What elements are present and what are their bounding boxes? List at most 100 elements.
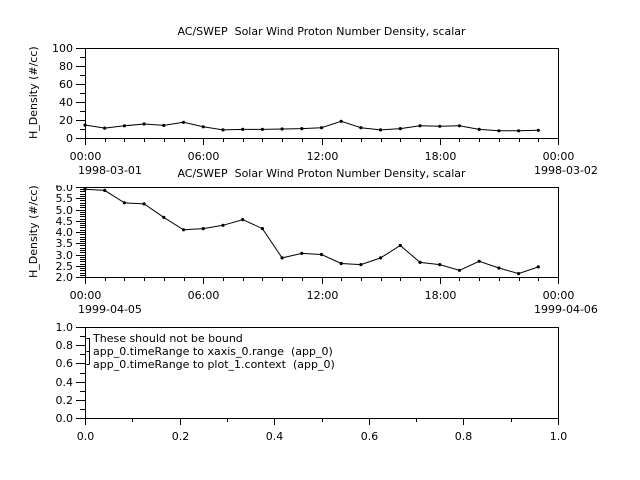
y-tick-label: 2.5 [56,260,74,273]
plot-2-canvas[interactable]: 0.0 0.2 0.4 0.6 0.8 1.0 0.0 0.2 0.4 0.6 0.8 1.0 [0,320,640,480]
y-tick-label: 5.5 [56,192,74,205]
data-point [221,128,225,132]
x-tick-label: 12:00 [307,289,339,302]
plot-0-title: AC/SWEP Solar Wind Proton Number Density… [177,25,466,38]
y-tick-label: 20 [59,114,73,127]
data-point [438,263,442,267]
data-point [300,251,304,255]
y-tick-label: 40 [59,96,73,109]
x-tick-label: 06:00 [188,289,220,302]
data-point [221,223,225,227]
data-point [181,120,186,124]
y-tick-label: 0.6 [56,357,74,370]
y-tick-label: 2.0 [56,271,74,284]
data-point [379,128,383,132]
data-point [201,125,205,129]
x-tick-label: 18:00 [425,289,457,302]
y-tick-label: 80 [59,60,73,73]
y-tick-label: 0.4 [56,376,74,389]
data-point [359,263,363,267]
data-point [142,202,146,206]
end-date-label: 1998-03-02 [534,164,598,177]
data-point [162,123,166,127]
data-point [162,215,166,219]
x-tick-label: 00:00 [70,150,102,163]
x-tick-label: 0.4 [266,430,284,443]
x-tick-label: 06:00 [188,150,220,163]
x-tick-label: 1.0 [550,430,568,443]
binding-annotation: These should not be bound app_0.timeRange… [93,332,335,371]
data-point [477,127,481,131]
data-point [300,127,304,131]
data-point [438,124,442,128]
data-point [379,256,383,260]
data-point [201,227,205,231]
x-tick-label: 0.6 [361,430,379,443]
data-point [536,128,540,132]
start-date-label: 1998-03-01 [78,164,142,177]
data-point [83,187,87,191]
data-point [398,127,402,131]
data-point [457,268,462,272]
x-tick-label: 0.8 [455,430,473,443]
x-tick-label: 12:00 [307,150,339,163]
y-tick-label: 6.0 [56,185,74,194]
data-point [418,124,422,128]
x-tick-label: 00:00 [70,289,102,302]
x-tick-label: 0.2 [172,430,190,443]
y-tick-label: 0 [66,132,73,145]
data-point [477,259,481,263]
y-tick-label: 100 [52,42,73,55]
end-date-label: 1999-04-06 [534,303,598,316]
data-point [241,218,245,222]
data-point [142,122,146,126]
data-point [339,119,343,123]
y-tick-label: 3.0 [56,249,74,262]
data-line [84,188,539,275]
x-tick-label: 18:00 [425,150,457,163]
x-tick-label: 0.0 [77,430,95,443]
data-line [84,120,539,132]
data-point [418,260,422,264]
data-point [181,228,186,232]
data-point [497,266,501,270]
data-point [103,126,107,130]
data-point [122,124,126,128]
y-tick-label: 4.5 [56,215,74,228]
data-point [319,126,324,130]
data-point [280,127,284,131]
binding-annotation-line: These should not be bound [93,332,243,345]
y-tick-label: 5.0 [56,204,74,217]
y-tick-label: 60 [59,78,73,91]
plot-1-title: AC/SWEP Solar Wind Proton Number Density… [177,167,466,180]
data-point [497,129,501,133]
data-point [280,256,284,260]
data-point [359,126,363,130]
data-point [517,129,521,133]
x-tick-label: 00:00 [543,289,575,302]
data-point [339,261,343,266]
data-point [260,127,264,131]
data-point [536,265,540,269]
data-point [319,252,324,257]
data-point [398,243,402,248]
data-point [517,272,521,276]
y-tick-label: 0.0 [56,412,74,425]
x-tick-label: 00:00 [543,150,575,163]
y-tick-label: 0.2 [56,394,74,407]
y-tick-label: 3.5 [56,237,74,250]
data-point [241,127,245,131]
binding-annotation-line: app_0.timeRange to plot_1.context (app_0… [93,358,335,371]
binding-annotation-line: app_0.timeRange to xaxis_0.range (app_0) [93,345,333,358]
data-point [457,124,462,128]
data-point [103,188,107,192]
y-tick-label: 4.0 [56,226,74,239]
y-tick-label: 1.0 [56,321,74,334]
data-point [83,123,87,127]
start-date-label: 1999-04-05 [78,303,142,316]
data-point [260,227,264,231]
plot-1-canvas[interactable]: 2.02.53.03.54.04.55.05.56.0 00:00 06:00 12:… [0,185,640,320]
data-point [122,201,126,205]
